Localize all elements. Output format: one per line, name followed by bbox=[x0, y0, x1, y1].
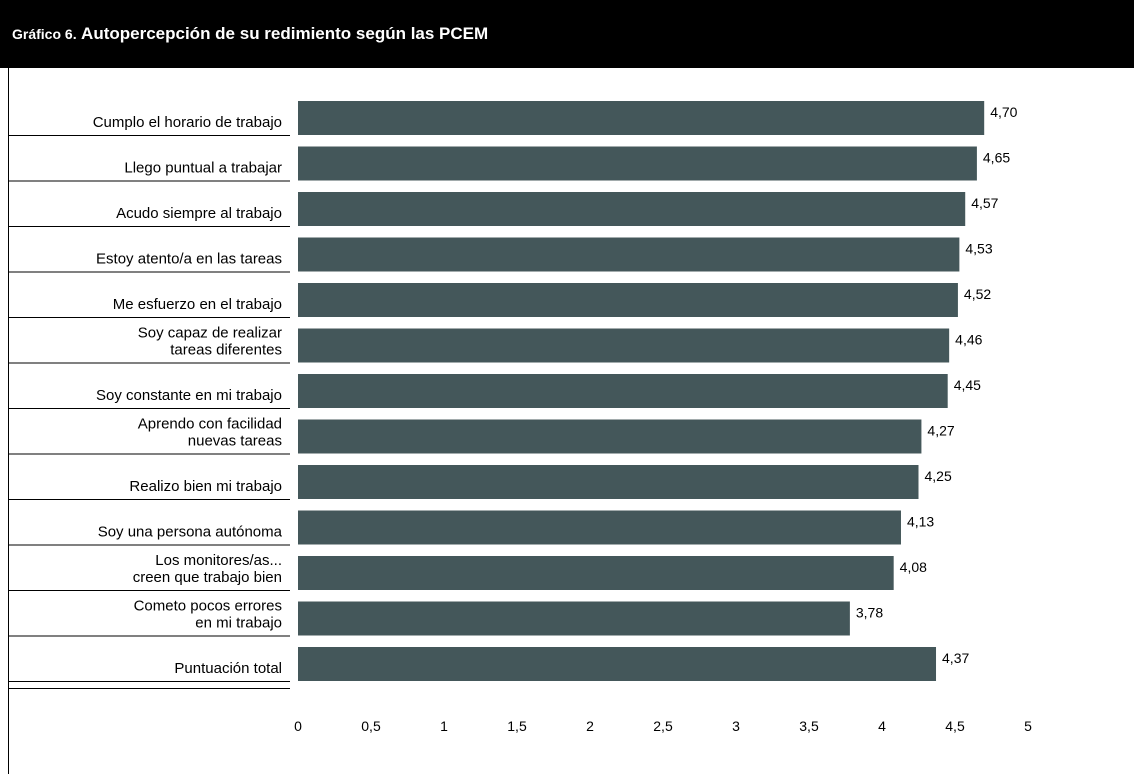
category-label: Cometo pocos errores bbox=[134, 598, 282, 615]
bar-value-label: 4,45 bbox=[954, 377, 981, 393]
bar bbox=[298, 101, 985, 135]
bar bbox=[298, 237, 960, 272]
bar-value-label: 4,65 bbox=[983, 150, 1010, 166]
category-label: creen que trabajo bien bbox=[133, 569, 282, 586]
bar bbox=[298, 374, 948, 408]
x-tick-label: 3 bbox=[732, 718, 740, 734]
category-label: Aprendo con facilidad bbox=[138, 416, 282, 433]
chart-header: Gráfico 6. Autopercepción de su redimien… bbox=[0, 0, 1134, 68]
bar bbox=[298, 283, 958, 317]
bar bbox=[298, 419, 922, 454]
category-label: Puntuación total bbox=[174, 660, 282, 677]
bar-value-label: 4,52 bbox=[964, 286, 991, 302]
category-label: Realizo bien mi trabajo bbox=[129, 478, 282, 495]
bar bbox=[298, 328, 950, 363]
category-label: Estoy atento/a en las tareas bbox=[96, 251, 282, 268]
x-tick-label: 3,5 bbox=[799, 718, 819, 734]
bar-value-label: 4,53 bbox=[965, 241, 992, 257]
bar-value-label: 4,46 bbox=[955, 332, 982, 348]
category-label: Acudo siempre al trabajo bbox=[116, 205, 282, 222]
title-text: Autopercepción de su redimiento según la… bbox=[81, 24, 489, 43]
category-label: Los monitores/as... bbox=[155, 552, 282, 569]
x-tick-label: 0 bbox=[294, 718, 302, 734]
category-label: Soy capaz de realizar bbox=[138, 325, 282, 342]
category-label: Llego puntual a trabajar bbox=[124, 160, 282, 177]
category-label: en mi trabajo bbox=[195, 615, 282, 632]
category-label: nuevas tareas bbox=[188, 433, 282, 450]
bar bbox=[298, 192, 966, 226]
bar bbox=[298, 647, 937, 681]
chart-title: Gráfico 6. Autopercepción de su redimien… bbox=[12, 24, 488, 44]
category-label: Soy una persona autónoma bbox=[98, 524, 283, 541]
x-tick-label: 4,5 bbox=[945, 718, 965, 734]
category-label: Me esfuerzo en el trabajo bbox=[113, 296, 282, 313]
title-prefix: Gráfico 6. bbox=[12, 26, 77, 42]
bar bbox=[298, 465, 919, 499]
x-tick-label: 2,5 bbox=[653, 718, 673, 734]
bar-value-label: 4,70 bbox=[990, 104, 1017, 120]
category-label: Soy constante en mi trabajo bbox=[96, 387, 282, 404]
bar-value-label: 4,37 bbox=[942, 650, 969, 666]
bar-value-label: 4,27 bbox=[927, 423, 954, 439]
x-tick-label: 2 bbox=[586, 718, 594, 734]
x-tick-label: 4 bbox=[878, 718, 886, 734]
bar bbox=[298, 146, 977, 181]
bar-value-label: 3,78 bbox=[856, 605, 883, 621]
x-tick-label: 5 bbox=[1024, 718, 1032, 734]
x-tick-label: 1,5 bbox=[507, 718, 527, 734]
bar bbox=[298, 510, 901, 545]
category-label: Cumplo el horario de trabajo bbox=[93, 114, 282, 131]
bar-value-label: 4,57 bbox=[971, 195, 998, 211]
bar bbox=[298, 601, 850, 636]
frame-left-border bbox=[8, 68, 9, 774]
bar-value-label: 4,08 bbox=[900, 559, 927, 575]
x-tick-label: 1 bbox=[440, 718, 448, 734]
category-label: tareas diferentes bbox=[170, 342, 282, 359]
bar-value-label: 4,13 bbox=[907, 514, 934, 530]
x-tick-label: 0,5 bbox=[361, 718, 381, 734]
bar-value-label: 4,25 bbox=[925, 468, 952, 484]
bar bbox=[298, 556, 894, 590]
